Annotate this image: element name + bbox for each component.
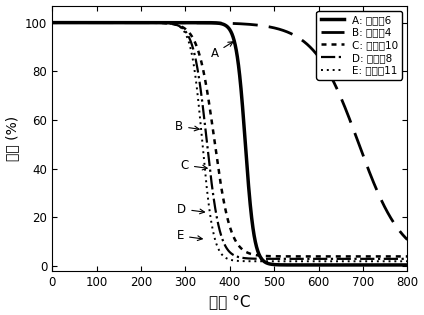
Text: E: E — [177, 229, 202, 242]
Y-axis label: 重量 (%): 重量 (%) — [6, 116, 20, 161]
X-axis label: 温度 °C: 温度 °C — [209, 295, 251, 309]
Text: B: B — [175, 120, 199, 133]
Text: A: A — [211, 42, 233, 60]
Text: C: C — [181, 159, 207, 172]
Legend: A: 实施兦6, B: 实施兦4, C: 实施兦10, D: 实施兦8, E: 实施兦11: A: 实施兦6, B: 实施兦4, C: 实施兦10, D: 实施兦8, E: … — [316, 11, 402, 79]
Text: D: D — [177, 203, 204, 215]
